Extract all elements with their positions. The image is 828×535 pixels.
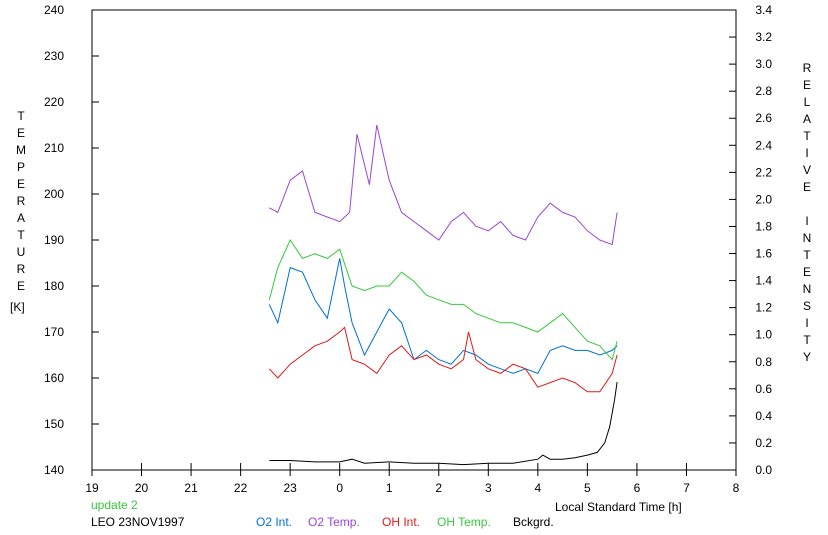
series-line-oh-int	[268, 326, 618, 393]
x-tick-label: 3	[485, 481, 492, 495]
axis-label-letter: Y	[802, 350, 811, 364]
y-right-tick-label: 0.0	[755, 463, 772, 477]
axis-label-letter: E	[802, 180, 811, 194]
axis-label-letter: A	[16, 211, 25, 225]
station-label: LEO 23NOV1997	[91, 515, 185, 529]
y-right-tick-label: 0.6	[755, 382, 772, 396]
y-right-tick-label: 0.2	[755, 436, 772, 450]
y-left-tick-label: 180	[44, 279, 64, 293]
x-tick-label: 0	[336, 481, 343, 495]
y-right-tick-label: 0.4	[755, 409, 772, 423]
series-line-oh-temp	[268, 238, 618, 361]
x-axis-label: Local Standard Time [h]	[555, 500, 682, 514]
y-right-tick-label: 1.4	[755, 274, 772, 288]
x-tick-label: 4	[535, 481, 542, 495]
y-left-tick-label: 150	[44, 417, 64, 431]
axis-label-letter: E	[16, 177, 25, 191]
axis-label-letter: I	[805, 146, 809, 160]
y-left-tick-label: 210	[44, 141, 64, 155]
axis-label-letter: T	[17, 228, 25, 242]
x-axis: 19 20 21 22 23 0 1 2 3 4 5 6 7 8	[85, 463, 740, 495]
x-tick-label: 7	[683, 481, 690, 495]
y-right-tick-label: 3.0	[755, 57, 772, 71]
axis-label-letter: R	[16, 262, 26, 276]
y-right-tick-label: 3.2	[755, 30, 772, 44]
y-right-tick-label: 3.4	[755, 3, 772, 17]
y-left-tick-label: 140	[44, 463, 64, 477]
x-tick-label: 2	[435, 481, 442, 495]
x-tick-label: 20	[135, 481, 149, 495]
axis-label-letter: T	[803, 248, 811, 262]
y-right-tick-label: 1.0	[755, 328, 772, 342]
y-axis-left-unit: [K]	[10, 300, 25, 314]
axis-label-letter: R	[802, 61, 812, 75]
plot-frame	[91, 9, 737, 471]
y-right-tick-label: 0.8	[755, 355, 772, 369]
x-tick-label: 19	[85, 481, 99, 495]
axis-label-letter: E	[802, 78, 811, 92]
left-axis: 140 150 160 170 180 190 200 210 220 230 240	[44, 3, 99, 477]
x-tick-label: 23	[283, 481, 297, 495]
y-right-tick-label: 1.2	[755, 301, 772, 315]
x-tick-label: 5	[584, 481, 591, 495]
legend-item: Bckgrd.	[513, 515, 554, 529]
axis-label-letter: T	[17, 109, 25, 123]
series-line-o2-temp	[269, 124, 618, 246]
axis-label-letter: E	[16, 126, 25, 140]
series-line-bckgrd	[269, 382, 618, 466]
y-left-tick-label: 220	[44, 95, 64, 109]
x-tick-label: 6	[634, 481, 641, 495]
axis-label-letter: I	[805, 316, 809, 330]
legend-item: O2 Temp.	[308, 515, 360, 529]
axis-label-letter: U	[16, 245, 26, 259]
update-note: update 2	[91, 498, 138, 512]
y-left-tick-label: 230	[44, 49, 64, 63]
series-line-o2-int	[268, 258, 618, 375]
y-left-tick-label: 200	[44, 187, 64, 201]
y-left-tick-label: 190	[44, 233, 64, 247]
axis-label-letter	[800, 196, 814, 213]
axis-label-letter: V	[802, 163, 811, 177]
y-right-tick-label: 2.6	[755, 111, 772, 125]
x-tick-label: 1	[386, 481, 393, 495]
right-axis: 0.0 0.2 0.4 0.6 0.8 1.0 1.2 1.4 1.6 1.8 2.0 2.2 2.4 2…	[729, 3, 772, 477]
axis-label-letter: N	[802, 282, 812, 296]
axis-label-letter: P	[16, 160, 25, 174]
y-right-tick-label: 2.0	[755, 192, 772, 206]
x-tick-label: 21	[184, 481, 198, 495]
x-tick-label: 8	[733, 481, 740, 495]
series-group	[268, 124, 618, 466]
y-right-tick-label: 1.8	[755, 219, 772, 233]
axis-label-letter: T	[803, 129, 811, 143]
axis-label-letter: T	[803, 333, 811, 347]
axis-label-letter: L	[803, 95, 811, 109]
axis-label-letter: M	[16, 143, 26, 157]
y-left-tick-label: 160	[44, 371, 64, 385]
axis-label-letter: N	[802, 231, 812, 245]
axis-label-letter: S	[802, 299, 811, 313]
axis-label-letter: A	[802, 112, 811, 126]
y-left-tick-label: 240	[44, 3, 64, 17]
y-right-tick-label: 2.4	[755, 138, 772, 152]
y-right-tick-label: 2.2	[755, 165, 772, 179]
axis-label-letter: E	[802, 265, 811, 279]
x-tick-label: 22	[234, 481, 248, 495]
y-right-tick-label: 1.6	[755, 247, 772, 261]
y-left-tick-label: 170	[44, 325, 64, 339]
y-right-tick-label: 2.8	[755, 84, 772, 98]
axis-label-letter: E	[16, 279, 25, 293]
axis-label-letter: R	[16, 194, 26, 208]
legend-item: OH Int.	[382, 515, 421, 529]
legend-item: OH Temp.	[437, 515, 491, 529]
axis-label-letter: I	[805, 214, 809, 228]
legend-item: O2 Int.	[256, 515, 293, 529]
